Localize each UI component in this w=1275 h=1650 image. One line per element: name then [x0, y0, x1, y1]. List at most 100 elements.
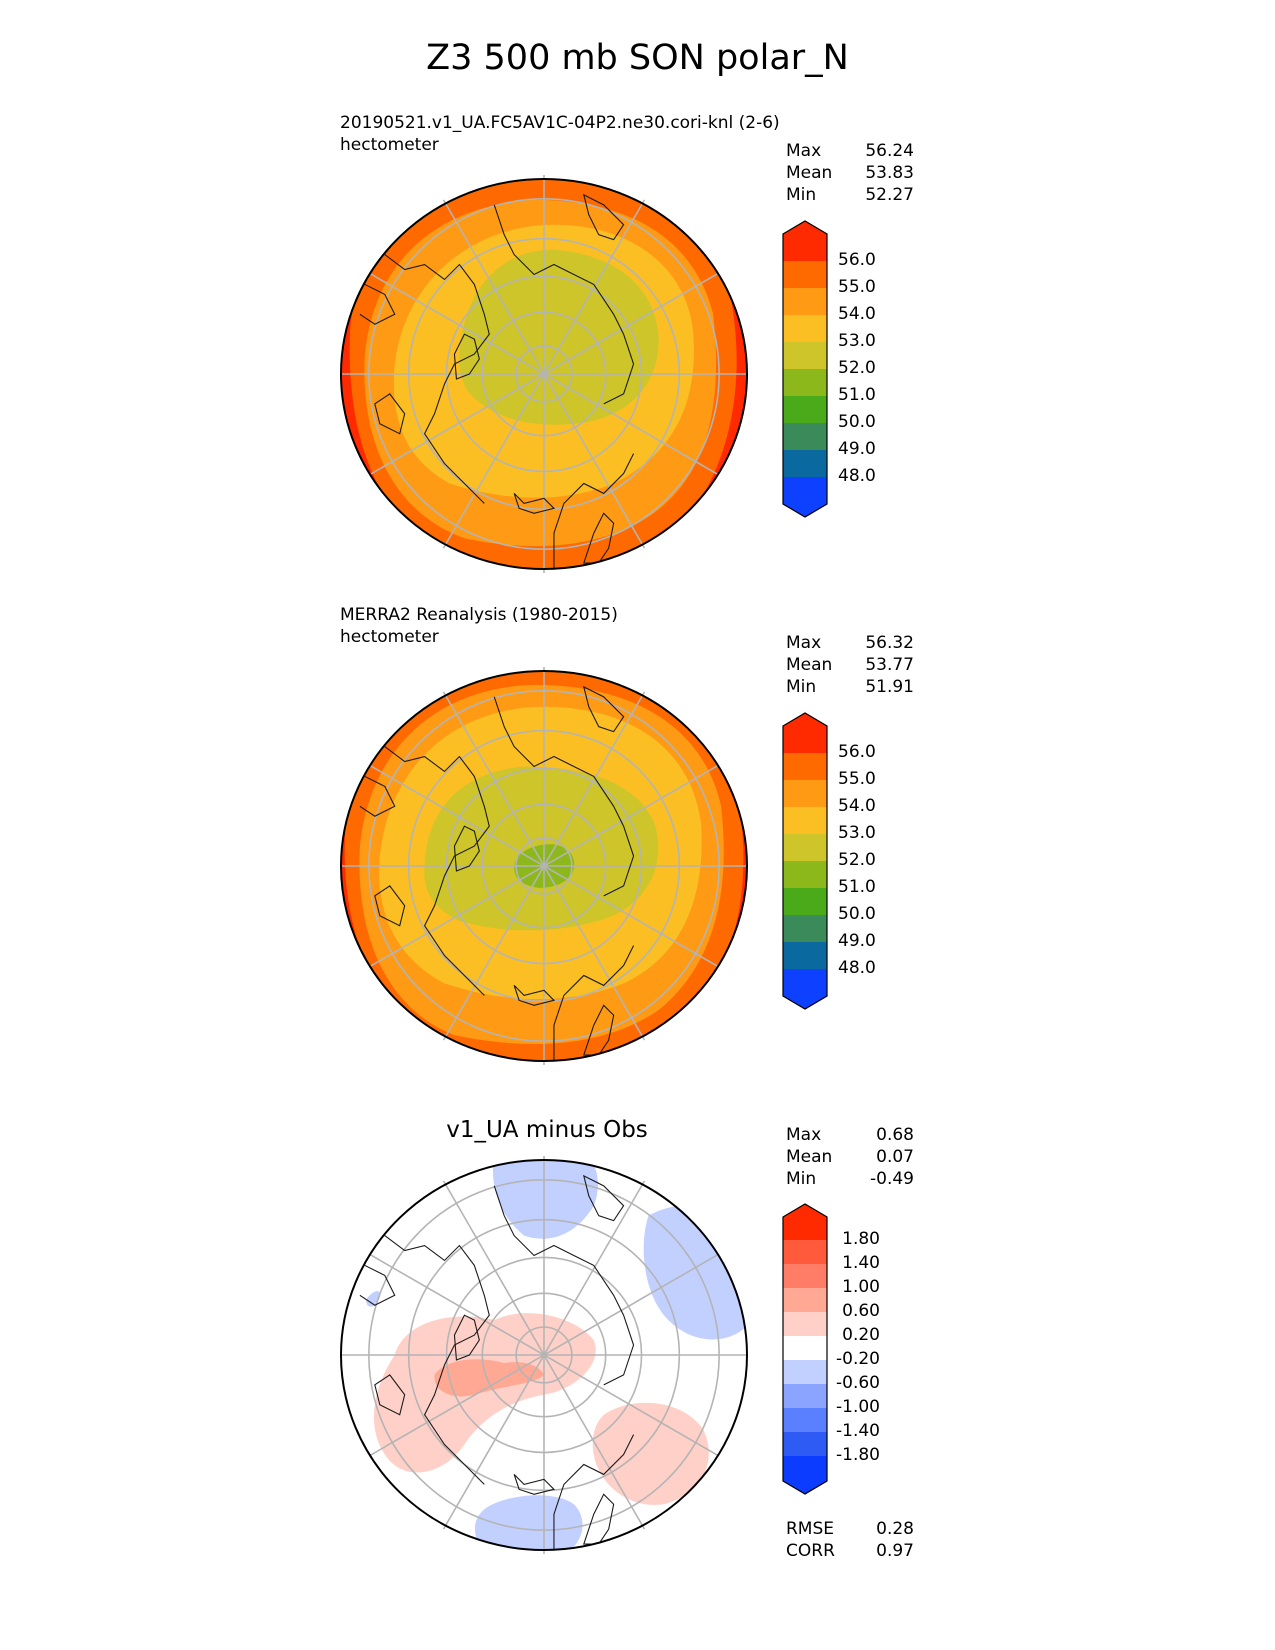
colorbar-tick: -1.80 — [836, 1445, 880, 1465]
colorbar3-bin — [783, 1264, 827, 1288]
colorbar3-bin — [783, 1360, 827, 1384]
stat-label: Max — [786, 141, 822, 161]
metric-value: 0.97 — [876, 1541, 914, 1561]
panel3-polar-map — [340, 1155, 748, 1555]
panel1-stats: Max 56.24 Mean 53.83 Min 52.27 — [786, 140, 914, 206]
panel3-metrics: RMSE 0.28 CORR 0.97 — [786, 1518, 914, 1562]
stat-label: Mean — [786, 655, 833, 675]
colorbar-tick: 55.0 — [838, 277, 876, 297]
colorbar3-bin — [783, 1432, 827, 1456]
colorbar1-extend-min — [783, 477, 827, 517]
colorbar2-bin — [783, 888, 827, 915]
stat-value: 0.07 — [876, 1147, 914, 1167]
colorbar3-bin — [783, 1336, 827, 1360]
colorbar3-extend-max — [783, 1204, 827, 1240]
colorbar1-bin — [783, 261, 827, 288]
colorbar2-bin — [783, 753, 827, 780]
metric-label: RMSE — [786, 1519, 835, 1539]
colorbar1-extend-max — [783, 221, 827, 261]
colorbar-tick: 55.0 — [838, 769, 876, 789]
stat-value: -0.49 — [870, 1169, 914, 1189]
panel3-stats: Max 0.68 Mean 0.07 Min -0.49 — [786, 1124, 914, 1190]
panel1-polar-map — [340, 174, 748, 574]
stat-label: Min — [786, 1169, 817, 1189]
colorbar-tick: 51.0 — [838, 385, 876, 405]
colorbar-tick: 54.0 — [838, 796, 876, 816]
colorbar-tick: 56.0 — [838, 742, 876, 762]
colorbar-tick: 53.0 — [838, 823, 876, 843]
colorbar-tick: 48.0 — [838, 958, 876, 978]
colorbar1-bin — [783, 288, 827, 315]
stat-value: 53.83 — [865, 163, 914, 183]
colorbar-tick: 50.0 — [838, 904, 876, 924]
stat-label: Min — [786, 185, 817, 205]
colorbar1-bin — [783, 315, 827, 342]
colorbar3-bin — [783, 1384, 827, 1408]
panel1-graticule — [340, 174, 748, 574]
colorbar2-extend-max — [783, 713, 827, 753]
panel2-subtitle: MERRA2 Reanalysis (1980-2015) — [340, 605, 618, 625]
colorbar-tick: 54.0 — [838, 304, 876, 324]
panel1-colorbar — [782, 220, 828, 518]
colorbar-tick: 49.0 — [838, 439, 876, 459]
colorbar-tick: 0.20 — [842, 1325, 880, 1345]
colorbar-tick: 0.60 — [842, 1301, 880, 1321]
colorbar-tick: 56.0 — [838, 250, 876, 270]
panel2-units: hectometer — [340, 627, 439, 647]
panel3-title: v1_UA minus Obs — [446, 1117, 648, 1143]
panel2-coastlines — [359, 685, 635, 1062]
colorbar-tick: 1.00 — [842, 1277, 880, 1297]
panel1-subtitle: 20190521.v1_UA.FC5AV1C-04P2.ne30.cori-kn… — [340, 113, 780, 133]
stat-label: Max — [786, 1125, 822, 1145]
colorbar-tick: 49.0 — [838, 931, 876, 951]
colorbar-tick: 48.0 — [838, 466, 876, 486]
panel3-coastlines — [359, 1174, 635, 1551]
panel1-coastlines — [359, 193, 635, 570]
stat-value: 52.27 — [865, 185, 914, 205]
panel1-units: hectometer — [340, 135, 439, 155]
colorbar-tick: 52.0 — [838, 358, 876, 378]
colorbar3-outline — [782, 1203, 828, 1495]
panel2-polar-map — [340, 666, 748, 1066]
colorbar3-bin — [783, 1240, 827, 1264]
colorbar1-outline — [782, 220, 828, 518]
panel2-colorbar — [782, 712, 828, 1010]
colorbar1-bin — [783, 396, 827, 423]
colorbar-tick: 1.40 — [842, 1253, 880, 1273]
colorbar-tick: -1.40 — [836, 1421, 880, 1441]
colorbar-tick: 52.0 — [838, 850, 876, 870]
stat-label: Max — [786, 633, 822, 653]
colorbar-tick: 53.0 — [838, 331, 876, 351]
colorbar2-bin — [783, 780, 827, 807]
colorbar2-bin — [783, 807, 827, 834]
colorbar1-bin — [783, 450, 827, 477]
metric-value: 0.28 — [876, 1519, 914, 1539]
figure-title: Z3 500 mb SON polar_N — [426, 38, 849, 78]
stat-label: Mean — [786, 163, 833, 183]
panel2-stats: Max 56.32 Mean 53.77 Min 51.91 — [786, 632, 914, 698]
colorbar-tick: -0.60 — [836, 1373, 880, 1393]
colorbar2-bin — [783, 942, 827, 969]
stat-value: 0.68 — [876, 1125, 914, 1145]
panel3-field-neg-north — [493, 1159, 598, 1239]
colorbar-tick: 1.80 — [842, 1229, 880, 1249]
colorbar3-bin — [783, 1288, 827, 1312]
panel3-graticule — [340, 1155, 748, 1555]
stat-value: 56.32 — [865, 633, 914, 653]
panel1-field-band-52 — [459, 249, 659, 425]
panel3-field-pos-southeast — [592, 1402, 709, 1505]
stat-value: 51.91 — [865, 677, 914, 697]
colorbar2-bin — [783, 861, 827, 888]
stat-value: 56.24 — [865, 141, 914, 161]
colorbar-tick: 51.0 — [838, 877, 876, 897]
stat-value: 53.77 — [865, 655, 914, 675]
panel3-colorbar — [782, 1203, 828, 1495]
colorbar1-bin — [783, 369, 827, 396]
colorbar2-outline — [782, 712, 828, 1010]
colorbar3-bin — [783, 1408, 827, 1432]
stat-label: Mean — [786, 1147, 833, 1167]
colorbar1-bin — [783, 423, 827, 450]
colorbar2-extend-min — [783, 969, 827, 1009]
colorbar-tick: 50.0 — [838, 412, 876, 432]
colorbar2-bin — [783, 834, 827, 861]
